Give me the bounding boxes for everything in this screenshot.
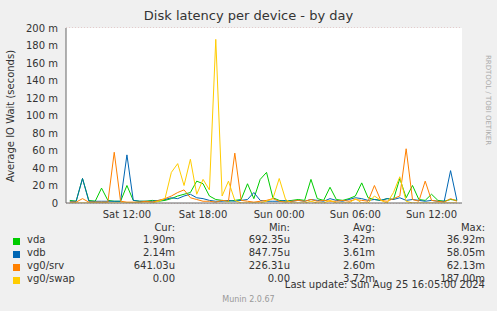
svg-text:20 m: 20 m [32, 180, 58, 191]
html-text:0.00: 0.00 [267, 273, 290, 284]
html-text:Cur:: Cur: [154, 222, 175, 233]
svg-text:60 m: 60 m [32, 145, 58, 156]
html-text:3.61m: 3.61m [343, 247, 375, 258]
html-text:Average IO Wait (seconds): Average IO Wait (seconds) [4, 49, 16, 183]
html-text:Munin 2.0.67: Munin 2.0.67 [222, 295, 275, 304]
html-text:3.72m: 3.72m [343, 273, 375, 284]
html-text:Last update: Sun Aug 25 16:05:: Last update: Sun Aug 25 16:05:00 2024 [284, 279, 485, 290]
html-text:226.31u: 226.31u [248, 260, 290, 271]
html-text:187.00m: 187.00m [440, 273, 485, 284]
svg-text:Sat 18:00: Sat 18:00 [179, 209, 227, 220]
svg-text:80 m: 80 m [32, 128, 58, 139]
html-text:vdb: vdb [27, 247, 46, 258]
svg-text:180 m: 180 m [26, 40, 58, 51]
svg-text:120 m: 120 m [26, 93, 58, 104]
html-text:2.60m: 2.60m [343, 260, 375, 271]
html-text:Avg:: Avg: [353, 222, 375, 233]
html-text:Min:: Min: [268, 222, 290, 233]
svg-text:40 m: 40 m [32, 163, 58, 174]
svg-text:140 m: 140 m [26, 75, 58, 86]
html-text:0.00: 0.00 [152, 273, 175, 284]
html-text:Disk latency per device - by d: Disk latency per device - by day [143, 8, 354, 23]
html-text:vda: vda [27, 234, 46, 245]
html-text:36.92m: 36.92m [446, 234, 485, 245]
html-text:3.42m: 3.42m [343, 234, 375, 245]
svg-text:100 m: 100 m [26, 110, 58, 121]
html-text:62.13m: 62.13m [446, 260, 485, 271]
html-text:847.75u: 847.75u [248, 247, 290, 258]
svg-text:160 m: 160 m [26, 58, 58, 69]
svg-text:0: 0 [52, 198, 58, 209]
html-text:RRDTOOL / TOBI OETIKER: RRDTOOL / TOBI OETIKER [484, 54, 492, 146]
html-text:1.90m: 1.90m [143, 234, 175, 245]
html-text:641.03u: 641.03u [133, 260, 175, 271]
svg-text:Sun 06:00: Sun 06:00 [330, 209, 381, 220]
html-text:58.05m: 58.05m [446, 247, 485, 258]
svg-text:Sun 12:00: Sun 12:00 [406, 209, 457, 220]
svg-text:Sat 12:00: Sat 12:00 [103, 209, 151, 220]
html-text:Max:: Max: [461, 222, 485, 233]
html-text:vg0/swap: vg0/swap [27, 273, 75, 284]
html-text:vg0/srv: vg0/srv [27, 260, 65, 271]
html-text:692.35u: 692.35u [248, 234, 290, 245]
svg-text:Sun 00:00: Sun 00:00 [254, 209, 305, 220]
html-text:2.14m: 2.14m [143, 247, 175, 258]
svg-text:200 m: 200 m [26, 23, 58, 34]
